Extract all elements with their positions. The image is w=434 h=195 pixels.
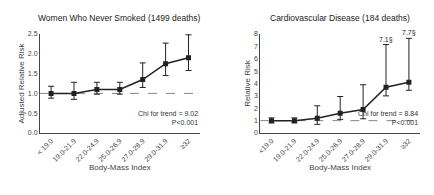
svg-text:Women Who Never Smoked (1499 d: Women Who Never Smoked (1499 deaths) [38, 13, 201, 23]
svg-text:≥32: ≥32 [399, 137, 412, 150]
svg-text:27.0-28.9: 27.0-28.9 [120, 137, 146, 163]
svg-text:7.7§: 7.7§ [402, 29, 416, 36]
svg-text:Chi for trend = 9.02P<0.001: Chi for trend = 9.02P<0.001 [138, 110, 198, 126]
svg-text:Chi for trend = 8.84P<0.001: Chi for trend = 8.84P<0.001 [358, 110, 418, 126]
svg-text:Adjusted Relative Risk: Adjusted Relative Risk [17, 42, 26, 123]
svg-text:0.5: 0.5 [28, 110, 38, 117]
svg-text:27.0-28.9: 27.0-28.9 [340, 137, 366, 163]
svg-text:Relative Risk: Relative Risk [243, 59, 252, 107]
svg-text:0.0: 0.0 [28, 129, 38, 136]
svg-text:7.1§: 7.1§ [379, 36, 393, 43]
svg-text:0: 0 [254, 129, 258, 136]
svg-text:3: 3 [254, 92, 258, 99]
svg-text:< 19.0: < 19.0 [35, 137, 54, 156]
svg-text:Body-Mass Index: Body-Mass Index [89, 163, 151, 172]
svg-text:2.5: 2.5 [28, 30, 38, 37]
svg-text:19.0-21.9: 19.0-21.9 [272, 137, 298, 163]
svg-text:≥32: ≥32 [178, 137, 191, 150]
svg-text:<19.0: <19.0 [257, 137, 275, 155]
svg-text:22.0-24.9: 22.0-24.9 [295, 137, 321, 163]
svg-text:25.0-26.9: 25.0-26.9 [318, 137, 344, 163]
svg-text:19.0-21.9: 19.0-21.9 [51, 137, 77, 163]
svg-text:Cardiovascular Disease (184 de: Cardiovascular Disease (184 deaths) [270, 13, 410, 23]
svg-text:Body-Mass Index: Body-Mass Index [309, 163, 371, 172]
svg-text:25.0-26.9: 25.0-26.9 [97, 137, 123, 163]
svg-text:2: 2 [254, 105, 258, 112]
svg-text:2.0: 2.0 [28, 50, 38, 57]
svg-text:29.0-31.9: 29.0-31.9 [143, 137, 169, 163]
svg-text:22.0-24.9: 22.0-24.9 [74, 137, 100, 163]
svg-text:29.0-31.9: 29.0-31.9 [363, 137, 389, 163]
svg-text:8: 8 [254, 30, 258, 37]
svg-text:6: 6 [254, 55, 258, 62]
svg-text:5: 5 [254, 68, 258, 75]
svg-text:1: 1 [254, 117, 258, 124]
svg-text:1.5: 1.5 [28, 70, 38, 77]
svg-text:7: 7 [254, 43, 258, 50]
svg-text:4: 4 [254, 80, 258, 87]
svg-text:1.0: 1.0 [28, 90, 38, 97]
